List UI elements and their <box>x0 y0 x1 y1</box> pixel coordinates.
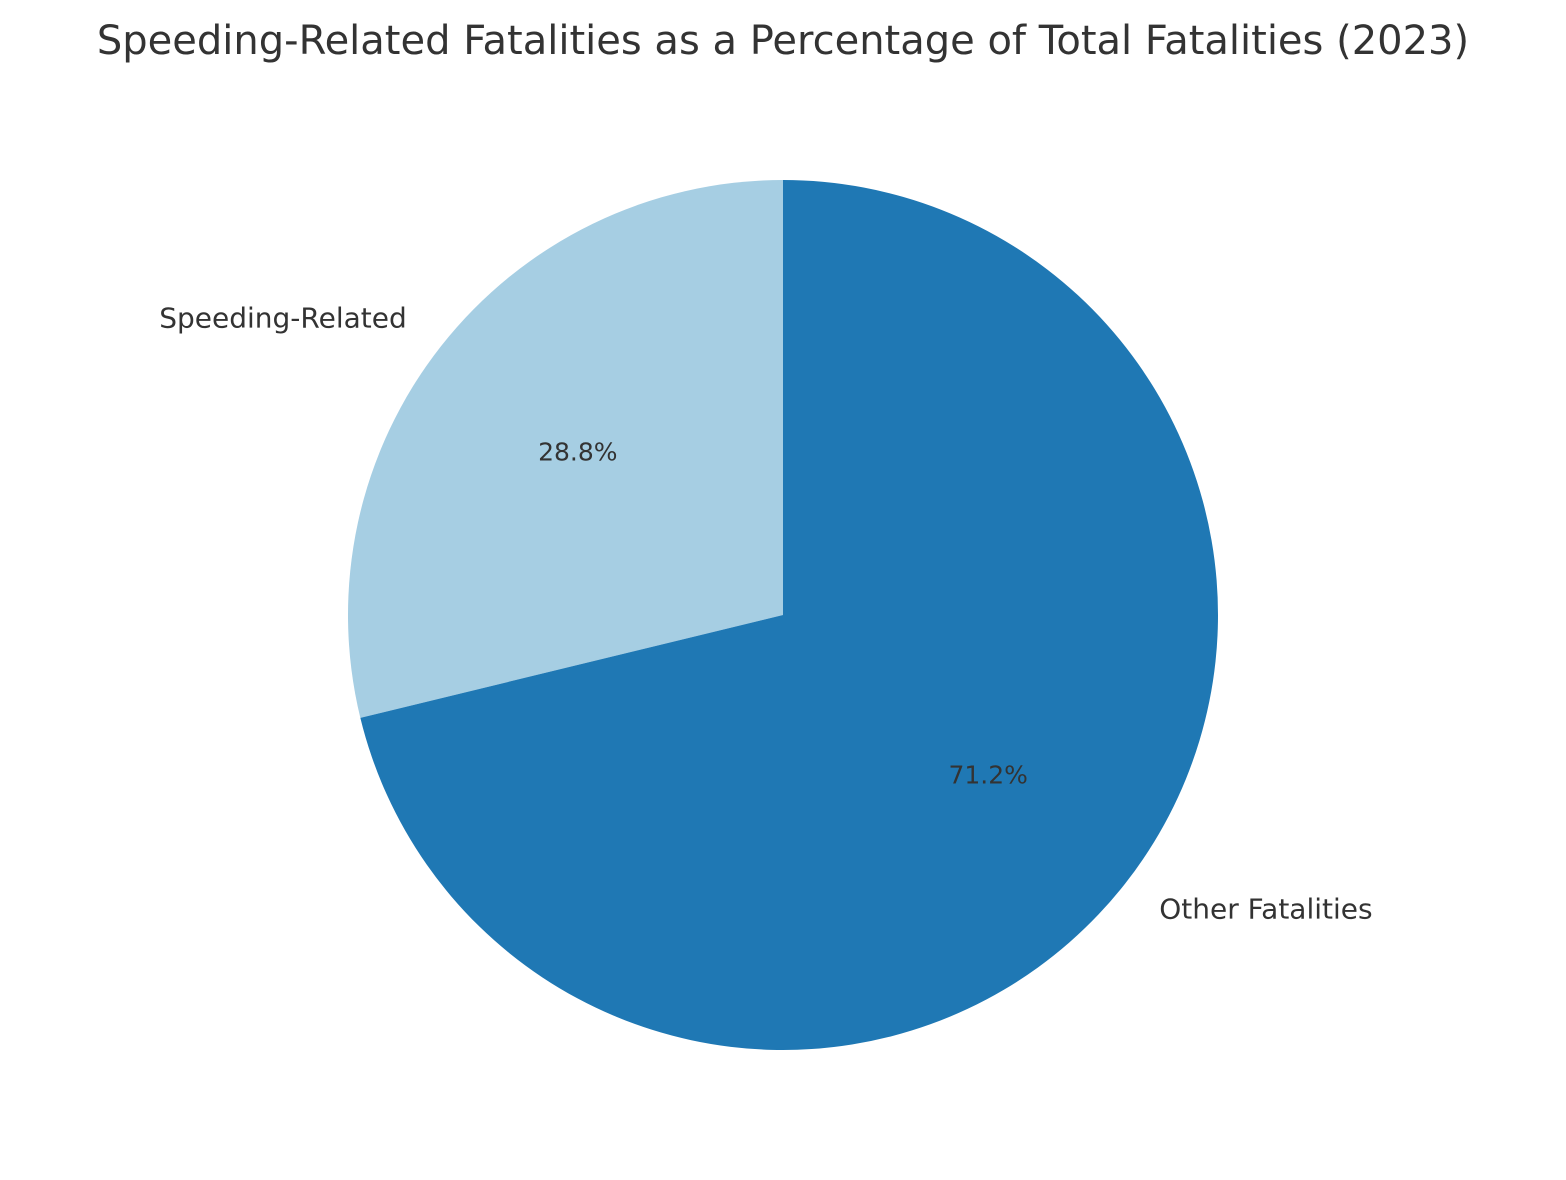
slice-label: Speeding-Related <box>159 301 407 334</box>
slice-label: Other Fatalities <box>1159 893 1372 926</box>
slice-percentage-label: 28.8% <box>538 438 617 467</box>
pie-slice-speeding-related <box>348 180 783 718</box>
chart-title: Speeding-Related Fatalities as a Percent… <box>97 18 1469 64</box>
slice-percentage-label: 71.2% <box>949 760 1028 789</box>
pie-slice-other-fatalities <box>360 180 1218 1050</box>
